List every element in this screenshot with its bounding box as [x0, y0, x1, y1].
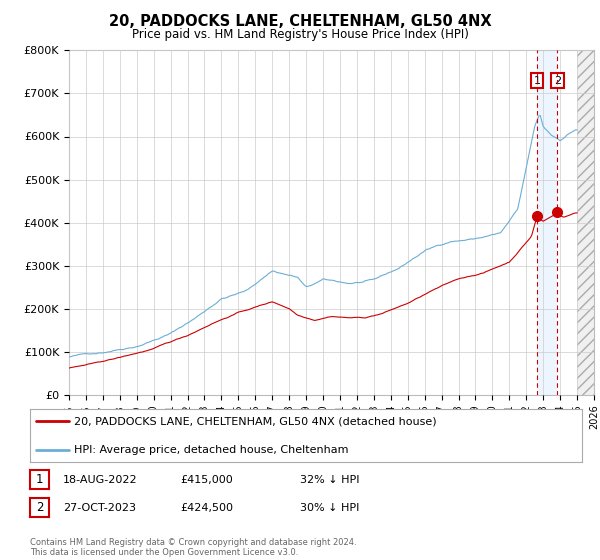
- Text: 1: 1: [533, 76, 541, 86]
- Text: HPI: Average price, detached house, Cheltenham: HPI: Average price, detached house, Chel…: [74, 445, 349, 455]
- Text: Price paid vs. HM Land Registry's House Price Index (HPI): Price paid vs. HM Land Registry's House …: [131, 28, 469, 41]
- Text: 20, PADDOCKS LANE, CHELTENHAM, GL50 4NX: 20, PADDOCKS LANE, CHELTENHAM, GL50 4NX: [109, 14, 491, 29]
- Text: 18-AUG-2022: 18-AUG-2022: [63, 475, 137, 485]
- Text: 32% ↓ HPI: 32% ↓ HPI: [300, 475, 359, 485]
- Text: 20, PADDOCKS LANE, CHELTENHAM, GL50 4NX (detached house): 20, PADDOCKS LANE, CHELTENHAM, GL50 4NX …: [74, 416, 437, 426]
- Bar: [537, 50, 557, 395]
- Text: 27-OCT-2023: 27-OCT-2023: [63, 503, 136, 513]
- Text: £415,000: £415,000: [180, 475, 233, 485]
- Text: 2: 2: [36, 501, 43, 515]
- Text: 2: 2: [554, 76, 561, 86]
- Text: 1: 1: [36, 473, 43, 487]
- Bar: [577, 50, 594, 395]
- Text: £424,500: £424,500: [180, 503, 233, 513]
- Text: 30% ↓ HPI: 30% ↓ HPI: [300, 503, 359, 513]
- Text: Contains HM Land Registry data © Crown copyright and database right 2024.
This d: Contains HM Land Registry data © Crown c…: [30, 538, 356, 557]
